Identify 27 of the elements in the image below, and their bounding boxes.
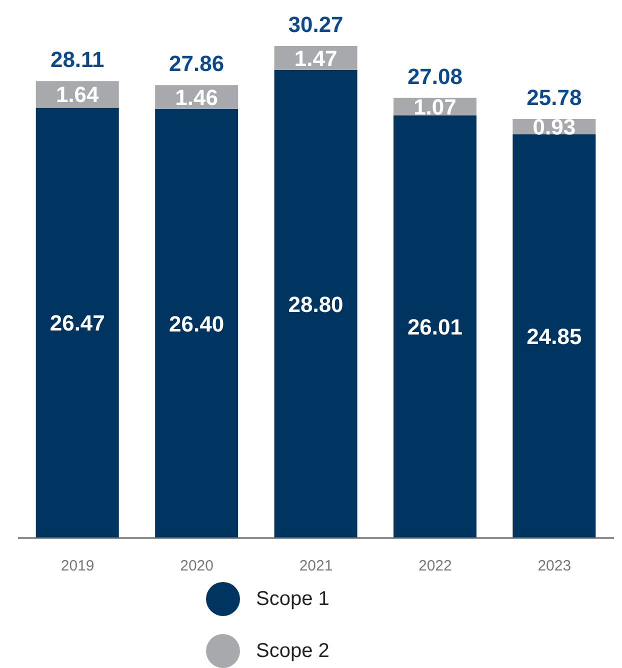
legend-label: Scope 1	[256, 588, 330, 610]
total-label: 28.11	[50, 47, 104, 72]
x-tick-label: 2019	[60, 558, 94, 575]
total-label: 25.78	[526, 84, 582, 110]
x-tick-label: 2023	[538, 558, 572, 575]
data-label: 24.85	[526, 324, 582, 349]
x-tick-label: 2021	[299, 558, 333, 575]
legend-label: Scope 2	[256, 640, 330, 662]
total-label: 27.08	[407, 64, 463, 89]
data-label: 26.01	[407, 314, 463, 340]
data-label: 1.47	[294, 46, 338, 71]
bar	[512, 134, 596, 538]
total-label: 27.86	[169, 51, 224, 76]
data-label: 26.47	[50, 310, 105, 336]
data-label: 1.64	[56, 82, 100, 108]
bar	[155, 108, 238, 538]
total-label: 30.27	[288, 12, 344, 37]
x-tick-label: 2022	[418, 558, 452, 575]
bar	[36, 108, 119, 538]
data-label: 0.93	[532, 114, 576, 140]
bar	[274, 70, 358, 538]
bar	[393, 115, 476, 538]
x-tick-label: 2020	[180, 558, 214, 575]
data-label: 26.40	[169, 311, 224, 336]
data-label: 1.07	[414, 94, 456, 120]
data-label: 28.80	[288, 292, 344, 317]
data-label: 1.46	[175, 84, 218, 110]
